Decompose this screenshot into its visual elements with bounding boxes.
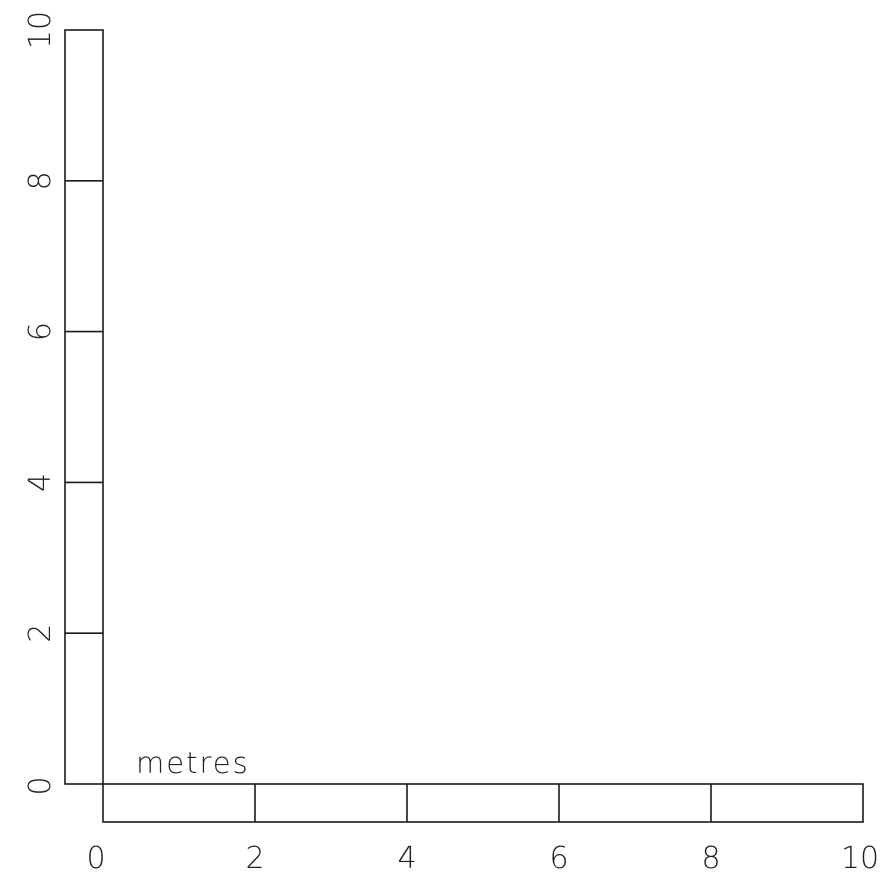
horizontal-tick-label-6: 6	[549, 841, 568, 874]
vertical-tick-label-0: 0	[23, 776, 58, 795]
horizontal-tick-label-10: 10	[841, 841, 879, 874]
horizontal-scale-tick-labels: 0 2 4 6 8 10	[86, 841, 879, 874]
vertical-scale-tick-labels: 0 2 4 6 8 10	[23, 11, 58, 796]
horizontal-scale-bar	[102, 783, 864, 823]
vertical-scale-ticks	[65, 180, 103, 635]
vertical-tick-label-10: 10	[23, 11, 58, 49]
horizontal-tick-label-4: 4	[397, 841, 416, 874]
horizontal-tick-label-0: 0	[86, 841, 105, 874]
vertical-tick-label-6: 6	[23, 322, 58, 341]
horizontal-tick-label-8: 8	[701, 841, 720, 874]
horizontal-tick-label-2: 2	[245, 841, 264, 874]
unit-label: metres	[136, 746, 250, 780]
vertical-tick-label-8: 8	[23, 171, 58, 190]
vertical-tick-label-4: 4	[23, 473, 58, 492]
vertical-scale-bar	[64, 29, 104, 785]
horizontal-scale-ticks	[254, 784, 712, 822]
vertical-tick-label-2: 2	[23, 624, 58, 643]
